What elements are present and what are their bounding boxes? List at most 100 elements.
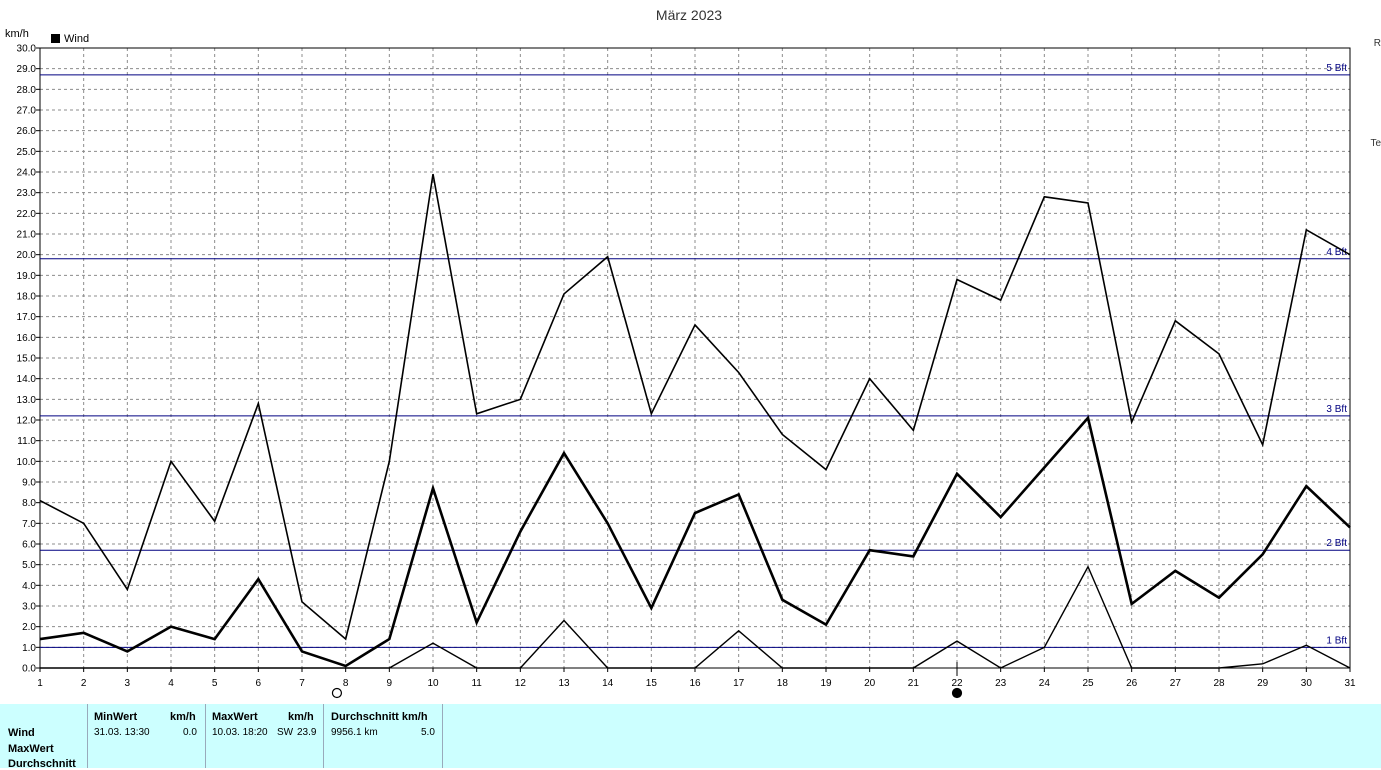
x-tick-label: 26 <box>1126 678 1138 689</box>
y-tick-label: 4.0 <box>22 581 36 592</box>
x-tick-label: 25 <box>1082 678 1094 689</box>
x-tick-label: 28 <box>1213 678 1225 689</box>
grid <box>40 48 1350 668</box>
legend-label: Wind <box>64 33 89 45</box>
beaufort-label: 5 Bft <box>1326 63 1347 74</box>
x-tick-label: 5 <box>212 678 218 689</box>
legend-swatch <box>51 34 60 43</box>
x-tick-label: 4 <box>168 678 174 689</box>
avg-head: Durchschnitt km/h <box>331 711 428 723</box>
new-moon-icon <box>951 687 963 699</box>
x-tick-label: 8 <box>343 678 349 689</box>
y-tick-label: 12.0 <box>17 416 37 427</box>
moon-phases <box>331 662 963 699</box>
x-tick-label: 20 <box>864 678 876 689</box>
x-tick-label: 15 <box>646 678 658 689</box>
chart-title: März 2023 <box>656 7 722 23</box>
x-tick-label: 2 <box>81 678 87 689</box>
avg-value: 5.0 <box>421 727 435 738</box>
avg-distance: 9956.1 km <box>331 727 378 738</box>
x-tick-label: 29 <box>1257 678 1269 689</box>
series-lines <box>39 173 1351 669</box>
y-tick-label: 7.0 <box>22 519 36 530</box>
y-tick-label: 0.0 <box>22 664 36 675</box>
y-tick-label: 8.0 <box>22 498 36 509</box>
y-tick-label: 25.0 <box>17 147 37 158</box>
x-tick-label: 18 <box>777 678 789 689</box>
axes: 0.01.02.03.04.05.06.07.08.09.010.011.012… <box>17 44 1356 690</box>
x-tick-label: 16 <box>689 678 701 689</box>
avg-column: Durchschnitt km/h 9956.1 km 5.0 <box>323 704 443 768</box>
x-tick-label: 13 <box>558 678 570 689</box>
min-when: 31.03. 13:30 <box>94 727 150 738</box>
y-tick-label: 19.0 <box>17 271 37 282</box>
max-head: MaxWert <box>212 711 258 723</box>
x-tick-label: 21 <box>908 678 920 689</box>
beaufort-label: 4 Bft <box>1326 247 1347 258</box>
y-tick-label: 30.0 <box>17 44 37 55</box>
y-tick-label: 21.0 <box>17 230 37 241</box>
row-label-wind: Wind <box>8 727 35 739</box>
y-tick-label: 14.0 <box>17 374 37 385</box>
min-column: MinWert km/h 31.03. 13:30 0.0 <box>87 704 206 768</box>
row-label-durchschnitt: Durchschnitt <box>8 758 76 770</box>
x-tick-label: 9 <box>387 678 393 689</box>
min-value: 0.0 <box>183 727 197 738</box>
y-tick-label: 6.0 <box>22 540 36 551</box>
y-tick-label: 10.0 <box>17 457 37 468</box>
y-tick-label: 29.0 <box>17 64 37 75</box>
series-max-line <box>39 173 1351 641</box>
y-tick-label: 28.0 <box>17 85 37 96</box>
max-column: MaxWert km/h 10.03. 18:20 SW 23.9 <box>205 704 324 768</box>
series-avg-line <box>39 415 1351 668</box>
y-tick-label: 3.0 <box>22 602 36 613</box>
y-tick-label: 11.0 <box>17 436 36 447</box>
x-tick-label: 22 <box>951 678 963 689</box>
y-tick-label: 20.0 <box>17 250 37 261</box>
y-tick-label: 24.0 <box>17 168 37 179</box>
beaufort-label: 1 Bft <box>1326 635 1347 646</box>
edge-mark-r: R <box>1373 38 1381 49</box>
min-head: MinWert <box>94 711 138 723</box>
max-unit: km/h <box>288 711 314 723</box>
x-tick-label: 19 <box>820 678 832 689</box>
y-tick-label: 23.0 <box>17 188 37 199</box>
y-tick-label: 27.0 <box>17 106 37 117</box>
y-tick-label: 15.0 <box>17 354 37 365</box>
x-tick-label: 31 <box>1344 678 1356 689</box>
wind-chart: März 2023 km/h Wind 0.0 1.0 2.0 3.0 4.0 5.0 6.… <box>5 7 1356 699</box>
y-tick-label: 18.0 <box>17 292 37 303</box>
x-tick-label: 11 <box>471 678 482 689</box>
x-tick-label: 27 <box>1170 678 1182 689</box>
series-min-line <box>40 565 1351 669</box>
max-value: 23.9 <box>297 727 317 738</box>
y-tick-label: 13.0 <box>17 395 37 406</box>
x-tick-label: 1 <box>37 678 43 689</box>
beaufort-label: 2 Bft <box>1326 538 1347 549</box>
max-dir: SW <box>277 727 294 738</box>
y-tick-label: 26.0 <box>17 126 37 137</box>
full-moon-icon <box>331 687 343 699</box>
y-tick-label: 5.0 <box>22 560 36 571</box>
x-tick-label: 12 <box>515 678 527 689</box>
y-axis-label: km/h <box>5 28 29 40</box>
x-tick-label: 30 <box>1301 678 1313 689</box>
y-tick-label: 17.0 <box>17 312 37 323</box>
y-tick-label: 1.0 <box>22 643 36 654</box>
beaufort-label: 3 Bft <box>1326 404 1347 415</box>
y-tick-label: 16.0 <box>17 333 37 344</box>
x-tick-label: 14 <box>602 678 614 689</box>
x-tick-label: 23 <box>995 678 1007 689</box>
edge-mark-te: Te <box>1370 138 1381 149</box>
beaufort-lines: 1 Bft 2 Bft 3 Bft 4 Bft 5 Bft <box>40 63 1350 648</box>
x-tick-label: 24 <box>1039 678 1051 689</box>
min-unit: km/h <box>170 711 196 723</box>
x-tick-label: 7 <box>299 678 305 689</box>
x-tick-label: 6 <box>256 678 262 689</box>
x-tick-label: 10 <box>427 678 439 689</box>
stats-panel: Wind MaxWert Durchschnitt MinWert km/h 3… <box>0 704 1381 770</box>
x-tick-label: 17 <box>733 678 745 689</box>
y-tick-label: 2.0 <box>22 622 36 633</box>
y-tick-label: 9.0 <box>22 478 36 489</box>
row-label-maxwert: MaxWert <box>8 743 54 755</box>
